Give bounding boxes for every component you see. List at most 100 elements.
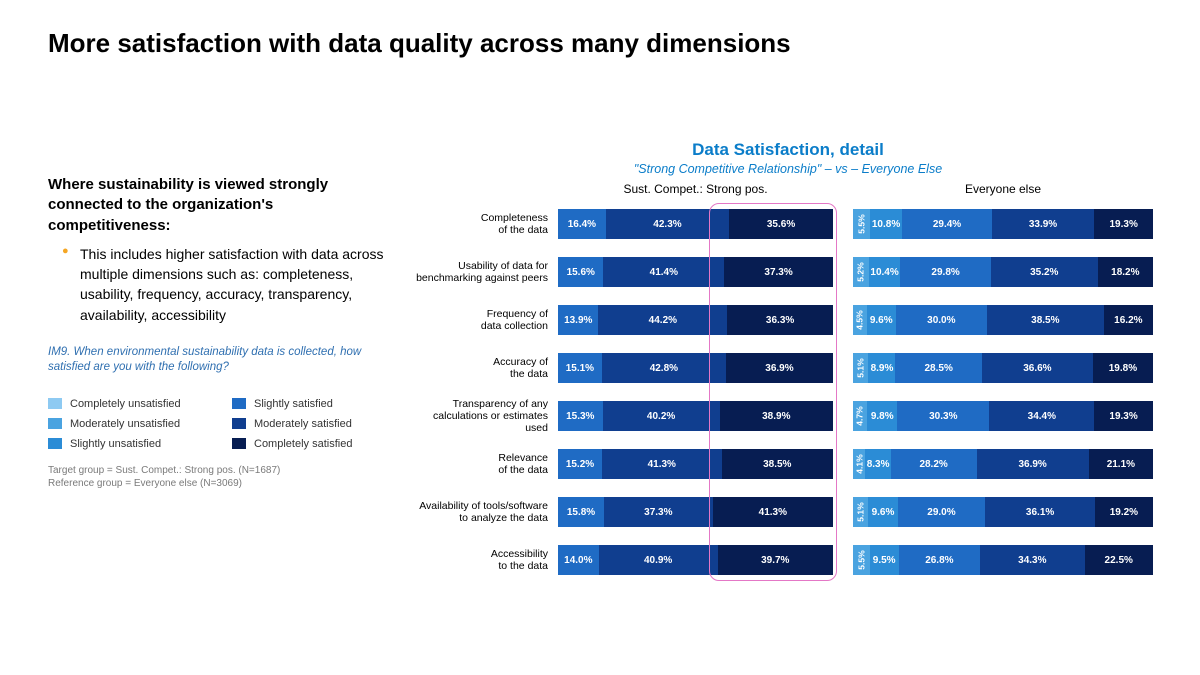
bar-segment: 38.5% [722, 449, 833, 479]
column-headers: Sust. Compet.: Strong pos. Everyone else [408, 182, 1168, 196]
bar-segment: 38.5% [987, 305, 1104, 335]
bar-segment: 4.7% [853, 401, 867, 431]
bar-segment: 19.2% [1095, 497, 1153, 527]
bar-segment: 28.5% [895, 353, 981, 383]
bar-segment: 39.7% [718, 545, 833, 575]
legend-item: Completely unsatisfied [48, 398, 214, 410]
bar-segment: 5.5% [853, 209, 870, 239]
bar-segment: 34.3% [980, 545, 1084, 575]
row-label: Frequency ofdata collection [408, 308, 558, 332]
left-bar: 15.6%41.4%37.3% [558, 257, 833, 287]
left-bar: 14.0%40.9%39.7% [558, 545, 833, 575]
footnote: Target group = Sust. Compet.: Strong pos… [48, 464, 398, 491]
left-bar: 15.8%37.3%41.3% [558, 497, 833, 527]
bar-segment: 29.8% [900, 257, 990, 287]
bar-segment: 33.9% [992, 209, 1095, 239]
row-label: Relevanceof the data [408, 452, 558, 476]
bar-segment: 36.3% [727, 305, 833, 335]
chart-row: Frequency ofdata collection13.9%44.2%36.… [408, 296, 1168, 344]
right-bar: 5.5%9.5%26.8%34.3%22.5% [853, 545, 1153, 575]
bar-segment: 36.9% [977, 449, 1089, 479]
row-label: Availability of tools/softwareto analyze… [408, 500, 558, 524]
bar-segment: 8.9% [868, 353, 895, 383]
chart-area: Data Satisfaction, detail "Strong Compet… [408, 140, 1168, 584]
left-bar: 15.2%41.3%38.5% [558, 449, 833, 479]
footnote-line: Target group = Sust. Compet.: Strong pos… [48, 464, 398, 478]
bar-segment: 36.6% [982, 353, 1093, 383]
bar-segment: 35.2% [991, 257, 1098, 287]
chart-row: Accessibilityto the data14.0%40.9%39.7% 5… [408, 536, 1168, 584]
legend-label: Completely satisfied [254, 438, 352, 450]
bar-segment: 15.6% [558, 257, 603, 287]
legend-label: Slightly unsatisfied [70, 438, 161, 450]
legend-item: Slightly unsatisfied [48, 438, 214, 450]
bar-segment: 42.3% [606, 209, 729, 239]
bar-segment: 37.3% [604, 497, 713, 527]
bar-segment: 14.0% [558, 545, 599, 575]
bar-segment: 40.9% [599, 545, 718, 575]
row-label: Accuracy ofthe data [408, 356, 558, 380]
bullet-list: This includes higher satisfaction with d… [66, 244, 398, 325]
bar-segment: 4.1% [853, 449, 865, 479]
legend-swatch [48, 398, 62, 409]
bar-segment: 5.1% [853, 353, 868, 383]
bar-segment: 9.6% [867, 305, 896, 335]
legend-item: Moderately unsatisfied [48, 418, 214, 430]
legend-item: Moderately satisfied [232, 418, 398, 430]
left-bar: 15.1%42.8%36.9% [558, 353, 833, 383]
chart-row: Transparency of anycalculations or estim… [408, 392, 1168, 440]
col-header-right: Everyone else [853, 182, 1153, 196]
legend-label: Moderately unsatisfied [70, 418, 180, 430]
chart-row: Completenessof the data16.4%42.3%35.6%5.… [408, 200, 1168, 248]
bar-segment: 19.3% [1094, 209, 1153, 239]
legend-label: Completely unsatisfied [70, 398, 181, 410]
bar-segment: 18.2% [1098, 257, 1153, 287]
bar-segment: 34.4% [989, 401, 1094, 431]
right-bar: 5.5%10.8%29.4%33.9%19.3% [853, 209, 1153, 239]
bar-segment: 15.1% [558, 353, 602, 383]
bar-segment: 15.3% [558, 401, 603, 431]
bullet-item: This includes higher satisfaction with d… [66, 244, 398, 325]
bar-segment: 37.3% [724, 257, 833, 287]
bar-segment: 8.3% [865, 449, 890, 479]
bar-segment: 35.6% [729, 209, 833, 239]
bar-segment: 36.9% [726, 353, 833, 383]
bar-segment: 21.1% [1089, 449, 1153, 479]
bar-segment: 9.6% [868, 497, 897, 527]
left-bar: 16.4%42.3%35.6% [558, 209, 833, 239]
bar-segment: 9.8% [867, 401, 897, 431]
legend-swatch [232, 398, 246, 409]
right-bar: 4.1%8.3%28.2%36.9%21.1% [853, 449, 1153, 479]
bar-segment: 19.8% [1093, 353, 1153, 383]
row-label: Accessibilityto the data [408, 548, 558, 572]
lead-text: Where sustainability is viewed strongly … [48, 175, 398, 236]
legend-swatch [48, 418, 62, 429]
legend-item: Slightly satisfied [232, 398, 398, 410]
bar-segment: 9.5% [870, 545, 899, 575]
bar-segment: 36.1% [985, 497, 1094, 527]
right-bar: 5.1%9.6%29.0%36.1%19.2% [853, 497, 1153, 527]
bar-segment: 10.4% [869, 257, 901, 287]
bar-segment: 41.3% [713, 497, 833, 527]
bar-segment: 38.9% [720, 401, 833, 431]
legend: Completely unsatisfied Slightly satisfied… [48, 398, 398, 450]
chart-row: Availability of tools/softwareto analyze… [408, 488, 1168, 536]
row-label: Transparency of anycalculations or estim… [408, 398, 558, 434]
right-bar: 5.2%10.4%29.8%35.2%18.2% [853, 257, 1153, 287]
bar-segment: 16.2% [1104, 305, 1153, 335]
right-bar: 4.7%9.8%30.3%34.4%19.3% [853, 401, 1153, 431]
left-column: Where sustainability is viewed strongly … [48, 175, 398, 491]
bar-segment: 10.8% [870, 209, 903, 239]
bar-segment: 15.8% [558, 497, 604, 527]
chart-rows: Completenessof the data16.4%42.3%35.6%5.… [408, 200, 1168, 584]
bar-segment: 5.1% [853, 497, 868, 527]
left-bar: 13.9%44.2%36.3% [558, 305, 833, 335]
legend-label: Slightly satisfied [254, 398, 333, 410]
bar-segment: 29.4% [902, 209, 991, 239]
bar-segment: 16.4% [558, 209, 606, 239]
chart-row: Relevanceof the data15.2%41.3%38.5% 4.1%8… [408, 440, 1168, 488]
left-bar: 15.3%40.2%38.9% [558, 401, 833, 431]
row-label: Usability of data forbenchmarking agains… [408, 260, 558, 284]
question-text: IM9. When environmental sustainability d… [48, 345, 398, 376]
legend-item: Completely satisfied [232, 438, 398, 450]
